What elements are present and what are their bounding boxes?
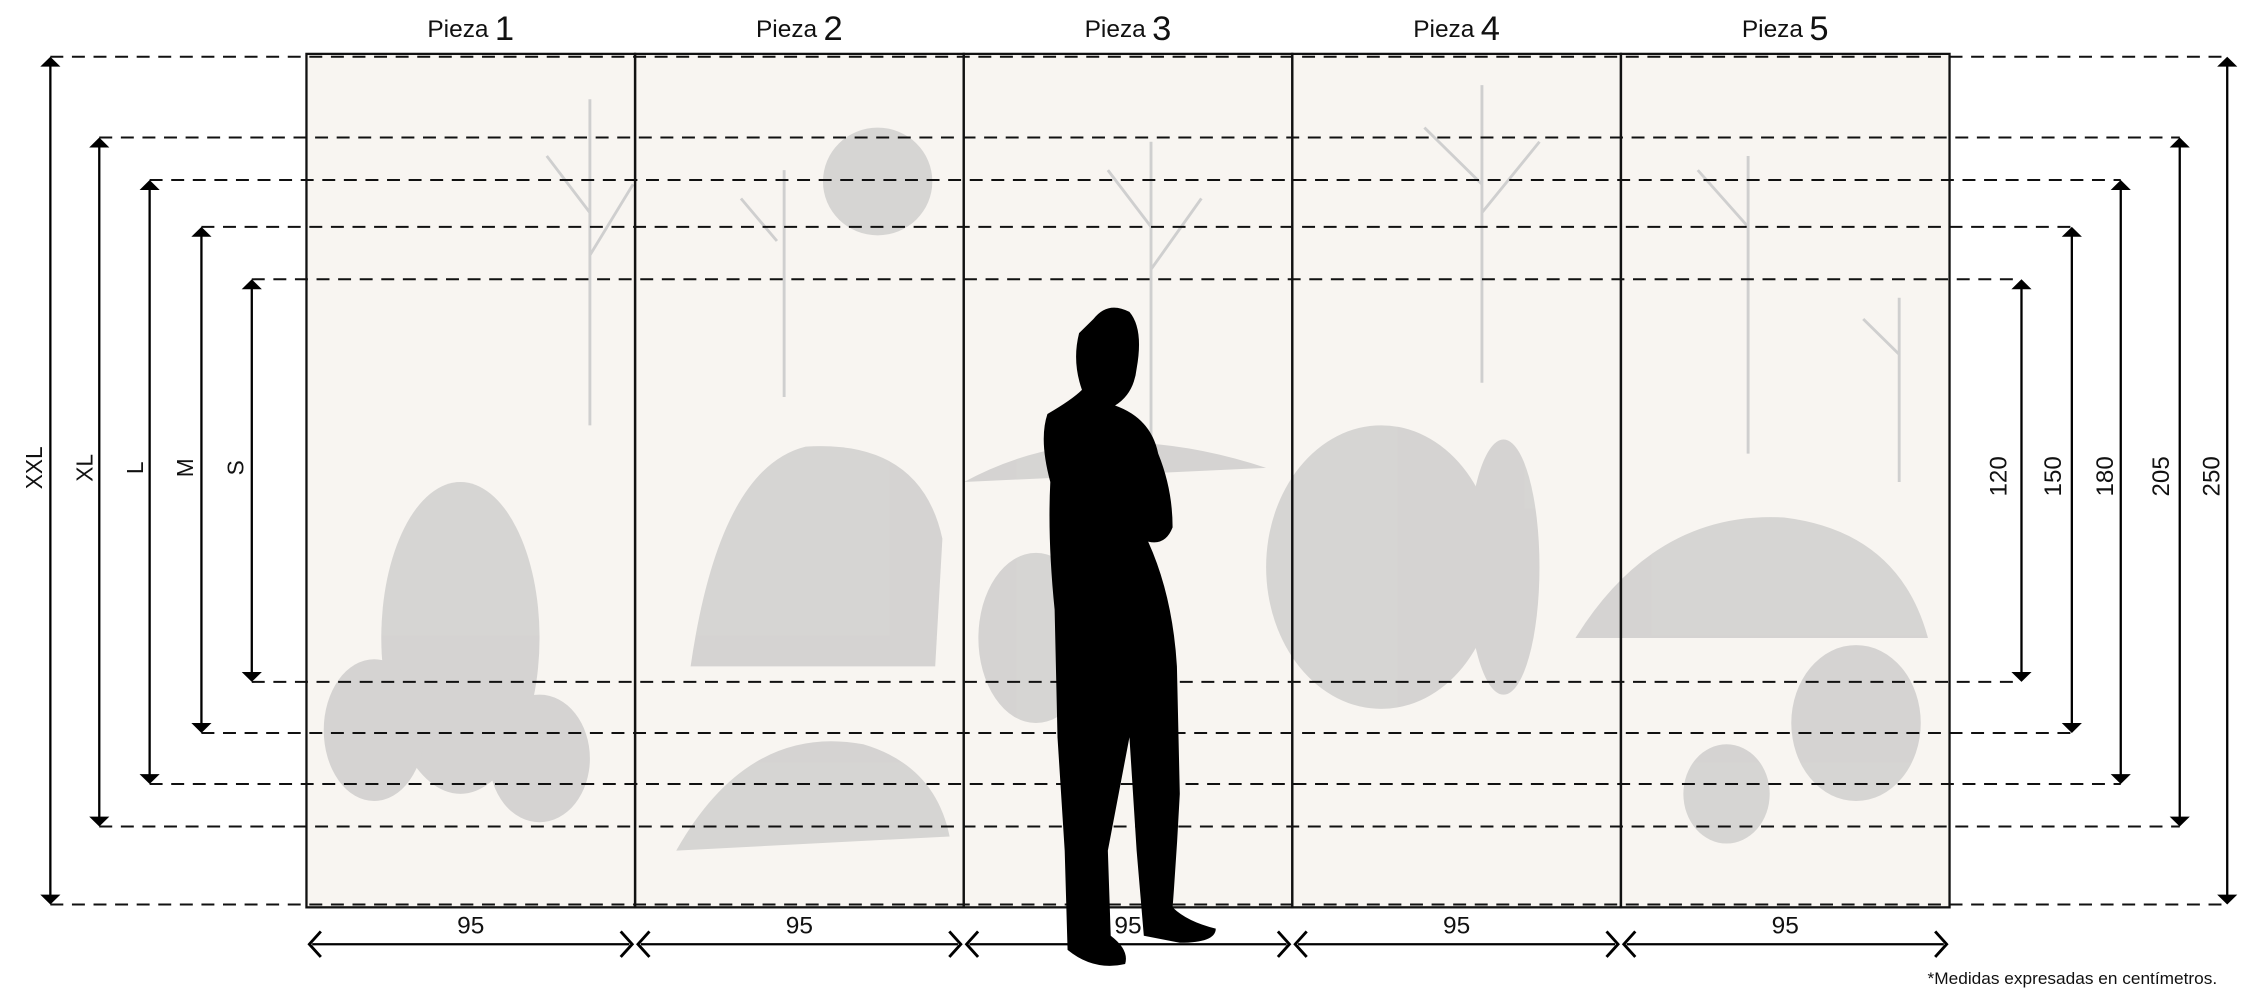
cactus [489,694,590,823]
size-name: XL [71,454,97,482]
piece-number: 4 [1481,10,1500,48]
piece-title: Pieza 4 [1413,10,1500,48]
size-name: M [172,458,198,477]
piece-label: Pieza [756,17,818,44]
width-arrow-head [636,930,963,958]
piece-number: 2 [824,10,843,48]
cactus [1683,744,1770,844]
dimensions: 95 95 95 95 95 XXL 250 XL 205 L 180 M 150 S 120 [21,55,2238,958]
piece-title: Pieza 5 [1742,10,1829,48]
moon [822,127,933,236]
cactus [1791,645,1921,802]
size-height: 150 [2040,456,2067,496]
size-height: 180 [2092,456,2119,496]
rock [690,446,943,667]
size-height: 120 [1985,456,2012,496]
piece-title: Pieza 2 [756,10,843,48]
rock [676,741,950,851]
piece-label: Pieza [1742,17,1804,44]
human-silhouette [1043,307,1216,966]
piece-label: Pieza [1413,17,1475,44]
piece-number: 1 [495,10,514,48]
width-label: 95 [1114,913,1141,940]
size-height: 205 [2148,456,2175,496]
panels: Pieza 1 Pieza 2 Pieza 3 Pieza 4 Pieza 5 [305,10,1951,909]
mural-artwork [323,127,1928,851]
piece-label: Pieza [1085,17,1147,44]
width-arrow-head [1621,930,1949,958]
panel [1619,52,1951,909]
width-arrow-head [964,930,1292,958]
piece-number: 5 [1809,10,1828,48]
note: *Medidas expresadas en centímetros. [1928,968,2218,988]
piece-label: Pieza [427,17,489,44]
size-name: S [222,460,248,475]
width-label: 95 [1443,913,1470,940]
piece-title: Pieza 1 [427,10,514,48]
width-arrow-head [307,930,635,958]
bush [1266,425,1497,709]
size-name: XXL [21,446,47,489]
piece-title: Pieza 3 [1085,10,1172,48]
width-arrow-head [1293,930,1620,958]
width-label: 95 [786,913,813,940]
size-name: L [122,462,148,475]
cactus [1467,439,1540,695]
width-label: 95 [457,913,484,940]
width-label: 95 [1772,913,1799,940]
piece-number: 3 [1152,10,1171,48]
trees [545,85,1901,483]
size-height: 250 [2198,456,2225,496]
cactus [323,659,425,802]
rock [1575,517,1928,638]
